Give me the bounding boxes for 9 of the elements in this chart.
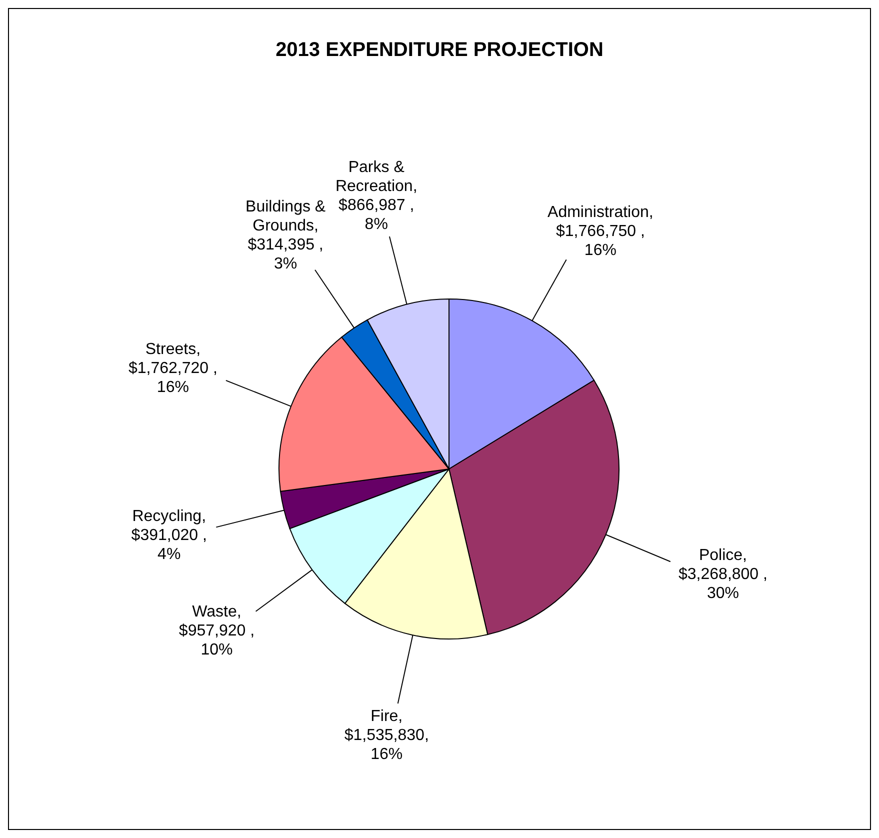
slice-label: Recycling, $391,020 , 4% [131, 508, 207, 563]
slice-label: Administration, $1,766,750 , 16% [548, 204, 654, 260]
slice-label: Parks & Recreation, $866,987 , 8% [335, 159, 418, 234]
slice-label: Streets, $1,762,720 , 16% [128, 341, 218, 396]
slice-label: Waste, $957,920 , 10% [178, 603, 255, 658]
slice-label: Fire, $1,535,830, 16% [344, 708, 429, 763]
slice-label: Police, $3,268,800 , 30% [678, 546, 768, 602]
slice-label: Buildings & Grounds, $314,395 , 3% [246, 198, 326, 272]
chart-title: 2013 EXPENDITURE PROJECTION [274, 39, 604, 62]
